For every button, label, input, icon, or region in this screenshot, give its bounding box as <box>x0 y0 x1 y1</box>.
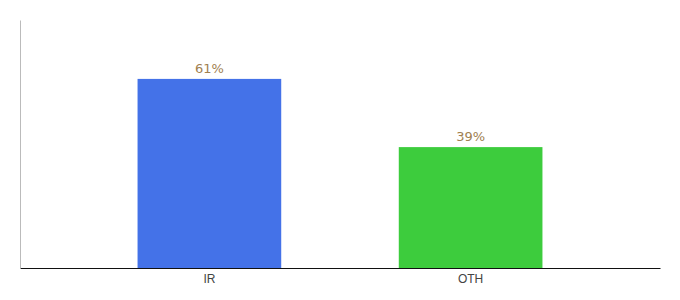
x-tick: IR <box>203 272 215 286</box>
bar <box>138 79 282 268</box>
data-label: 39% <box>456 129 485 144</box>
x-tick: OTH <box>458 272 483 286</box>
chart: IR OTH 61% 39% <box>0 0 680 300</box>
y-axis <box>20 21 21 269</box>
x-tick-label: OTH <box>458 272 483 286</box>
data-labels: 61% 39% <box>195 61 485 144</box>
chart-container: IR OTH 61% 39% <box>0 0 680 300</box>
y-axis-line <box>20 21 21 269</box>
plot-area: IR OTH 61% 39% <box>21 21 661 286</box>
x-tick-label: IR <box>203 272 215 286</box>
x-axis: IR OTH <box>21 269 661 286</box>
data-label: 61% <box>195 61 224 76</box>
bar <box>399 147 543 268</box>
bars <box>138 79 543 268</box>
x-axis-line <box>21 268 661 269</box>
